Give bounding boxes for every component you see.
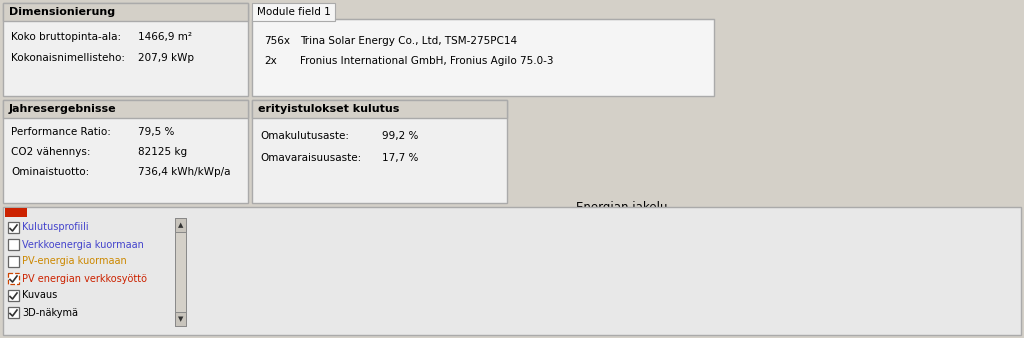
Text: Performance Ratio:: Performance Ratio:: [11, 127, 111, 137]
Text: 82125 kg: 82125 kg: [138, 147, 187, 157]
Text: 0: 0: [849, 295, 853, 304]
Bar: [633, 222, 676, 304]
Text: Dimensionierung: Dimensionierung: [9, 7, 115, 17]
Text: 0: 0: [914, 295, 920, 304]
Bar: [240, 240, 282, 304]
Text: 66 600: 66 600: [379, 228, 406, 238]
Text: 142: 142: [647, 294, 662, 304]
Text: 76 100: 76 100: [510, 219, 537, 228]
Bar: [371, 238, 414, 304]
Bar: [305, 244, 348, 304]
Text: 99,2 %: 99,2 %: [382, 131, 419, 141]
Bar: [3, 100, 248, 203]
Text: ▲: ▲: [178, 222, 183, 228]
Text: 756x: 756x: [264, 36, 290, 46]
Text: 60 800: 60 800: [313, 234, 340, 243]
Text: ▼: ▼: [178, 316, 183, 322]
Y-axis label: [kWh]: [kWh]: [178, 246, 187, 273]
Bar: [8, 290, 19, 301]
Text: 17,7 %: 17,7 %: [382, 153, 419, 163]
Text: PV energian verkkosyöttö: PV energian verkkosyöttö: [22, 273, 147, 284]
Text: 83 100: 83 100: [641, 212, 668, 221]
Bar: [252, 3, 335, 21]
Bar: [252, 19, 714, 96]
Text: 1466,9 m²: 1466,9 m²: [138, 32, 193, 42]
Bar: [8, 273, 19, 284]
Text: Kuvaus: Kuvaus: [22, 290, 57, 300]
Bar: [567, 229, 610, 304]
Text: 0: 0: [324, 295, 329, 304]
Text: 80 200: 80 200: [707, 215, 733, 224]
Bar: [3, 3, 248, 21]
Text: Koko bruttopinta-ala:: Koko bruttopinta-ala:: [11, 32, 121, 42]
Bar: [698, 225, 741, 304]
Text: Trina Solar Energy Co., Ltd, TSM-275PC14: Trina Solar Energy Co., Ltd, TSM-275PC14: [300, 36, 517, 46]
Text: erityistulokset kulutus: erityistulokset kulutus: [258, 104, 399, 114]
Bar: [252, 100, 507, 203]
Text: Omavaraisuusaste:: Omavaraisuusaste:: [260, 153, 361, 163]
Text: Kokonaisnimellisteho:: Kokonaisnimellisteho:: [11, 53, 125, 63]
Title: Energian jakelu: Energian jakelu: [575, 201, 668, 214]
Text: 3D-näkymä: 3D-näkymä: [22, 308, 78, 317]
Bar: [764, 231, 807, 304]
Text: Fronius International GmbH, Fronius Agilo 75.0-3: Fronius International GmbH, Fronius Agil…: [300, 56, 554, 66]
Bar: [8, 239, 19, 250]
Text: 2x: 2x: [264, 56, 276, 66]
Bar: [436, 240, 479, 304]
Bar: [3, 207, 1021, 335]
Text: 69 700: 69 700: [903, 225, 930, 235]
Bar: [175, 312, 186, 326]
Bar: [3, 100, 248, 118]
Text: 64 500: 64 500: [248, 231, 274, 240]
Bar: [961, 236, 1004, 304]
Bar: [175, 218, 186, 326]
Text: Module field 1: Module field 1: [257, 7, 331, 17]
Text: 736,4 kWh/kWp/a: 736,4 kWh/kWp/a: [138, 167, 230, 177]
Bar: [8, 222, 19, 233]
Text: 0: 0: [783, 295, 787, 304]
Text: 79,5 %: 79,5 %: [138, 127, 174, 137]
Text: Ominaistuotto:: Ominaistuotto:: [11, 167, 89, 177]
Bar: [895, 235, 938, 304]
Text: Omakulutusaste:: Omakulutusaste:: [260, 131, 349, 141]
Text: 69 000: 69 000: [969, 226, 995, 235]
Text: 466: 466: [582, 294, 596, 303]
Text: 73 800: 73 800: [772, 221, 799, 231]
Text: 64 700: 64 700: [444, 231, 471, 239]
Text: PV-energia kuormaan: PV-energia kuormaan: [22, 257, 127, 266]
Text: Kulutusprofiili: Kulutusprofiili: [22, 222, 89, 233]
Text: CO2 vähennys:: CO2 vähennys:: [11, 147, 90, 157]
Bar: [5, 208, 27, 217]
Bar: [3, 3, 248, 96]
Text: 74 200: 74 200: [838, 221, 864, 230]
Text: 237: 237: [451, 294, 465, 304]
Text: 133: 133: [713, 295, 727, 304]
Text: 75 800: 75 800: [575, 219, 602, 228]
Bar: [502, 229, 545, 304]
Text: Jahresergebnisse: Jahresergebnisse: [9, 104, 117, 114]
Text: 122: 122: [516, 295, 530, 304]
Bar: [8, 256, 19, 267]
Text: 0: 0: [258, 295, 263, 304]
Bar: [252, 100, 507, 118]
Text: 0: 0: [980, 295, 985, 304]
Text: 77,7: 77,7: [383, 295, 400, 304]
Text: 207,9 kWp: 207,9 kWp: [138, 53, 194, 63]
Bar: [175, 218, 186, 232]
Text: Verkkoenergia kuormaan: Verkkoenergia kuormaan: [22, 240, 144, 249]
Bar: [829, 231, 872, 304]
Bar: [8, 307, 19, 318]
